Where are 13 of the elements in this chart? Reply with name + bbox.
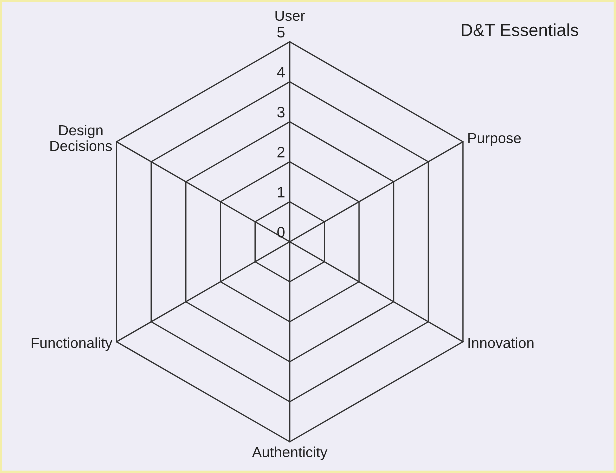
y-tick-label: 2 [278,146,285,158]
text: D&T Essentials [462,24,578,36]
spoke-label: Authenticity [252,446,328,460]
spoke-label: Design Decisions [50,124,112,152]
spoke-label: Functionality [32,338,113,352]
y-tick-label: 4 [277,67,285,78]
y-tick-label: 0 [278,226,285,238]
spoke-label: User [276,10,306,22]
y-tick-label: 3 [278,106,285,118]
y-tick-label: 1 [278,187,285,198]
spoke-label: Purpose [468,133,522,146]
spoke-label: Innovation [468,338,534,348]
y-tick-label: 5 [278,27,285,38]
